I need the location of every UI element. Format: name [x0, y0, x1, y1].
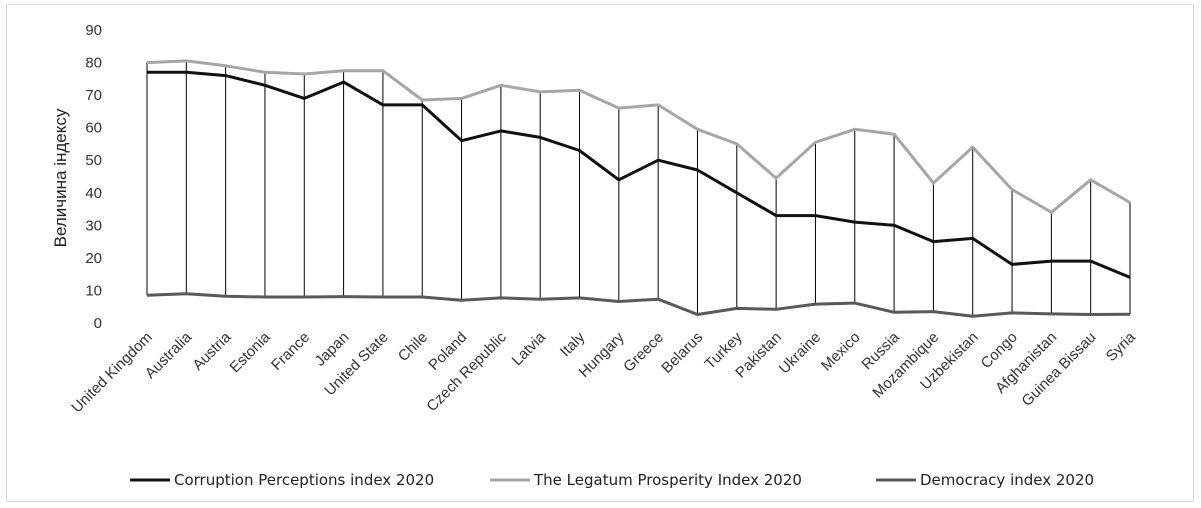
series-line-1	[146, 59, 1131, 214]
y-tick-label: 80	[85, 55, 102, 72]
x-tick-label: United Kingdom	[68, 329, 155, 416]
x-tick-label: Latvia	[509, 328, 550, 369]
x-tick-label: Ukraine	[776, 329, 825, 378]
y-tick-label: 30	[85, 217, 102, 234]
y-tick-label: 50	[85, 152, 102, 169]
x-tick-label: Greece	[620, 329, 667, 376]
x-tick-label: Syria	[1103, 328, 1140, 365]
x-tick-label: Mexico	[818, 329, 864, 375]
legend-label: Corruption Perceptions index 2020	[174, 471, 434, 489]
y-tick-label: 90	[85, 22, 102, 39]
y-tick-label: 20	[85, 250, 102, 267]
chart-frame	[6, 4, 1194, 502]
y-tick-label: 0	[94, 315, 102, 332]
y-tick-label: 40	[85, 185, 102, 202]
y-axis: 0 10 20 30 40 50 60 70 80 90	[85, 22, 102, 332]
y-tick-label: 60	[85, 120, 102, 137]
x-tick-label: France	[268, 329, 313, 374]
drop-lines	[146, 60, 1131, 317]
legend-label: Democracy index 2020	[920, 471, 1094, 489]
x-axis: United KingdomAustraliaAustriaEstoniaFra…	[68, 328, 1139, 416]
x-tick-label: Chile	[395, 329, 431, 365]
y-axis-label: Величина індексу	[51, 108, 70, 247]
y-tick-label: 70	[85, 87, 102, 104]
legend-label: The Legatum Prosperity Index 2020	[533, 471, 802, 489]
y-tick-label: 10	[85, 282, 102, 299]
x-tick-label: Italy	[557, 328, 589, 360]
x-tick-label: Belarus	[658, 329, 706, 377]
series-lines	[146, 59, 1131, 318]
x-tick-label: Estonia	[226, 328, 274, 376]
legend: Corruption Perceptions index 2020 The Leg…	[130, 471, 1094, 489]
series-line-2	[146, 292, 1131, 318]
series-line-0	[147, 70, 1131, 279]
